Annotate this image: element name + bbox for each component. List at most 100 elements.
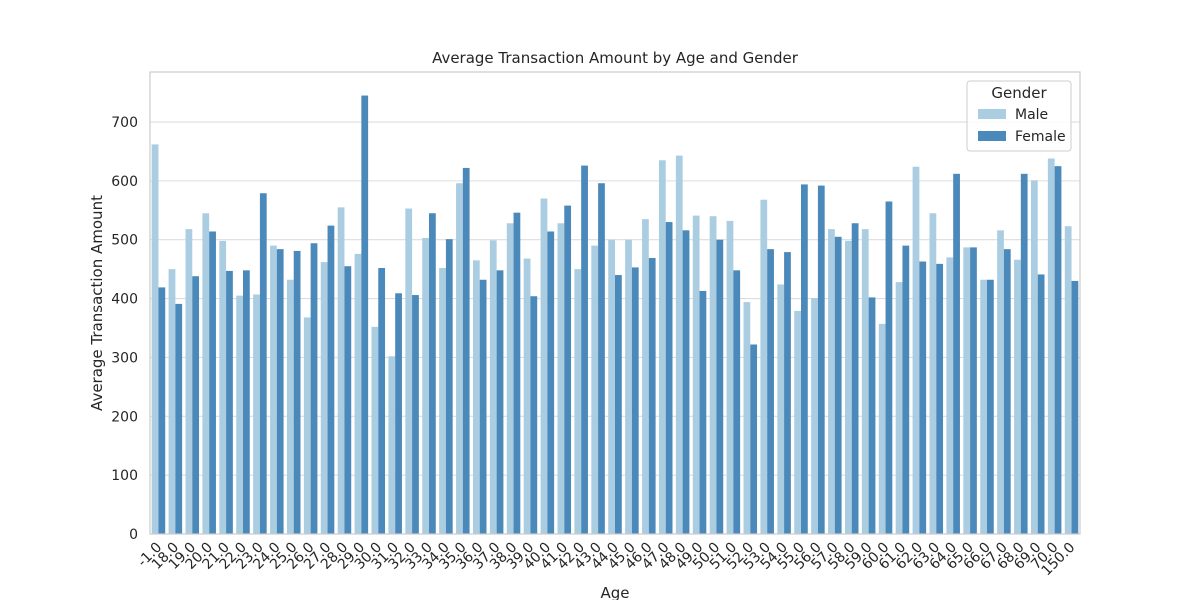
bar-male-19.0: [185, 229, 193, 534]
bar-female-33.0: [429, 213, 436, 534]
bar-female-47.0: [665, 222, 673, 535]
bar-female-43.0: [598, 183, 605, 534]
bar-male-51.0: [726, 220, 734, 535]
bar-female-63.0: [936, 263, 944, 534]
bar-male-28.0: [337, 207, 345, 535]
y-tick-label: 0: [129, 527, 138, 543]
bar-female-45.0: [631, 267, 639, 534]
bar-male-42.0: [574, 269, 582, 534]
bar-female-48.0: [682, 230, 690, 534]
bar-female-59.0: [868, 297, 876, 534]
bar-male-67.0: [997, 230, 1004, 534]
y-tick-label: 400: [111, 292, 138, 308]
legend-title: Gender: [991, 84, 1047, 102]
bar-male-22.0: [236, 295, 243, 534]
bar-female-26.0: [310, 243, 318, 535]
bar-female-28.0: [344, 266, 352, 534]
bar-male-23.0: [253, 294, 260, 534]
bar-male-24.0: [270, 245, 277, 534]
y-axis-label: Average Transaction Amount: [88, 195, 106, 411]
bar-female-18.0: [175, 303, 183, 534]
bar-female-20.0: [209, 231, 216, 535]
bar-female-66.0: [987, 279, 994, 534]
bar-male-150.0: [1064, 226, 1072, 535]
bar-male-65.0: [963, 247, 971, 535]
bar-male-21.0: [219, 240, 227, 535]
bar-male-33.0: [422, 237, 429, 535]
bar-female-42.0: [581, 165, 588, 534]
bar-female-57.0: [834, 236, 842, 535]
bar-male-56.0: [811, 297, 818, 534]
bar-female-30.0: [378, 267, 386, 534]
bar-male-59.0: [861, 229, 869, 534]
bar-male-31.0: [388, 356, 396, 534]
bar-male-38.0: [506, 223, 514, 534]
bar-female-70.0: [1054, 166, 1062, 535]
bar-male-43.0: [591, 245, 599, 534]
x-axis-label: Age: [600, 584, 629, 600]
y-tick-label: 700: [111, 115, 138, 131]
bar-female-53.0: [767, 249, 774, 534]
bar-female-41.0: [564, 205, 572, 534]
bar-male-52.0: [743, 302, 751, 534]
bar-male-45.0: [625, 239, 632, 534]
bar-female-62.0: [919, 261, 927, 534]
bar-female-68.0: [1020, 173, 1028, 534]
bar-female-61.0: [902, 245, 910, 534]
bar-male-57.0: [828, 229, 835, 534]
bar-female-40.0: [547, 231, 555, 535]
bar-female-36.0: [479, 279, 487, 534]
legend-swatch-female: [978, 131, 1006, 141]
bar-female-21.0: [226, 270, 233, 534]
bar-male-27.0: [320, 262, 328, 534]
bar-male-68.0: [1014, 259, 1021, 534]
y-tick-label: 600: [111, 174, 138, 190]
bar-female-55.0: [801, 184, 808, 534]
bar-male--1.0: [151, 144, 159, 534]
legend: Gender Male Female: [966, 80, 1072, 152]
bar-female-49.0: [699, 290, 707, 534]
bar-male-37.0: [489, 240, 497, 534]
bar-male-29.0: [354, 253, 362, 534]
bar-male-61.0: [895, 282, 903, 534]
bar-male-64.0: [946, 257, 954, 534]
y-tick-label: 500: [111, 233, 138, 249]
bar-female-34.0: [445, 239, 453, 534]
bar-male-35.0: [456, 183, 463, 534]
bar-male-50.0: [709, 216, 717, 534]
bar-male-49.0: [692, 215, 700, 535]
legend-swatch-male: [978, 109, 1006, 119]
bar-female-23.0: [259, 193, 267, 534]
legend-label-female: Female: [1015, 129, 1066, 145]
bar-female-22.0: [243, 270, 250, 534]
bar-female-60.0: [885, 201, 893, 534]
bar-female-31.0: [395, 293, 402, 534]
bar-male-39.0: [523, 258, 531, 534]
bar-female-44.0: [615, 275, 622, 534]
x-tick-labels: -1.018.019.020.021.022.023.024.025.026.0…: [135, 540, 1079, 580]
bar-female-50.0: [716, 239, 724, 534]
bar-female-29.0: [361, 95, 369, 534]
bar-male-41.0: [557, 223, 565, 534]
bar-male-34.0: [439, 267, 446, 534]
y-tick-label: 300: [111, 350, 138, 366]
bars: [151, 95, 1079, 535]
bar-male-48.0: [675, 155, 683, 535]
legend-items: Male Female: [978, 107, 1066, 145]
bar-female-69.0: [1037, 274, 1045, 534]
bar-male-46.0: [642, 219, 649, 534]
bar-female-51.0: [733, 270, 741, 534]
bar-male-47.0: [658, 160, 666, 534]
bar-male-54.0: [777, 284, 785, 534]
bar-female-64.0: [953, 173, 960, 534]
bar-male-36.0: [472, 260, 480, 534]
chart-title: Average Transaction Amount by Age and Ge…: [432, 49, 799, 67]
bar-male-70.0: [1047, 158, 1055, 534]
plot-frame: [149, 71, 1081, 535]
bar-male-44.0: [608, 239, 615, 534]
bar-male-32.0: [405, 208, 413, 534]
bar-female-37.0: [496, 270, 504, 534]
bar-female-58.0: [851, 223, 859, 534]
bar-female-46.0: [648, 257, 656, 534]
